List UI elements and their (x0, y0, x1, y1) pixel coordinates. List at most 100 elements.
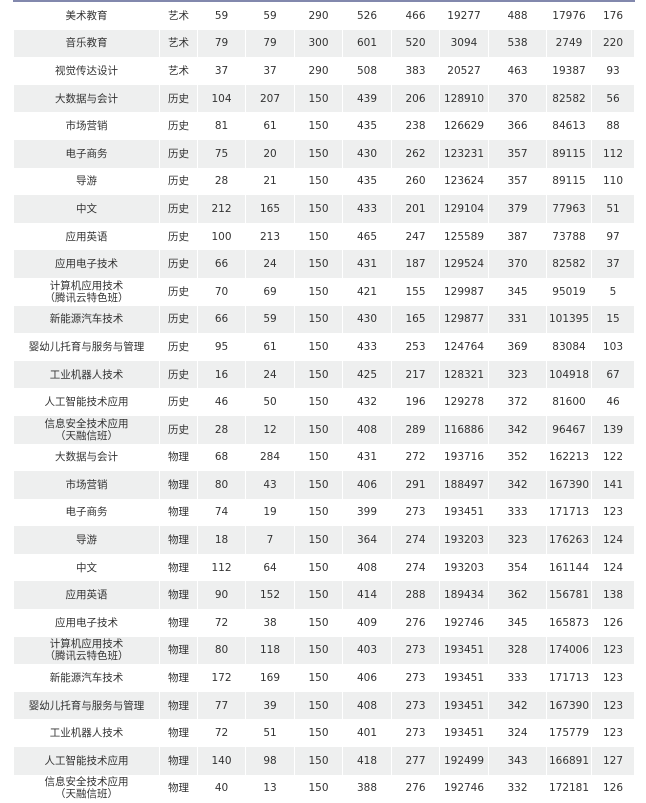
value-cell: 96467 (546, 415, 592, 444)
table-row: 中文 历史 212 165 150 433 201 129104 379 77963 51 (13, 195, 635, 223)
value-cell: 84613 (546, 112, 592, 140)
value-cell: 370 (488, 84, 547, 113)
major-name-cell: 新能源汽车技术 (13, 664, 160, 692)
value-cell: 126 (591, 609, 635, 637)
table-row: 导游 物理 18 7 150 364 274 193203 323 176263 124 (13, 526, 635, 554)
major-name-cell: 工业机器人技术 (13, 719, 160, 748)
value-cell: 81 (197, 112, 246, 140)
value-cell: 46 (197, 388, 246, 416)
value-cell: 538 (488, 29, 547, 58)
value-cell: 150 (294, 305, 343, 334)
value-cell: 432 (342, 388, 392, 416)
subject-category-cell: 艺术 (159, 57, 198, 85)
subject-category-cell: 物理 (159, 581, 198, 610)
value-cell: 323 (488, 360, 547, 389)
value-cell: 342 (488, 691, 547, 720)
value-cell: 64 (245, 553, 295, 582)
major-name-cell: 应用电子技术 (13, 250, 160, 278)
value-cell: 19277 (439, 1, 489, 30)
table-row: 导游 历史 28 21 150 435 260 123624 357 89115 110 (13, 167, 635, 196)
value-cell: 167390 (546, 471, 592, 499)
table-row: 计算机应用技术 （腾讯云特色班） 历史 70 69 150 421 155 129987 345… (13, 277, 635, 306)
major-name-cell: 大数据与会计 (13, 443, 160, 472)
value-cell: 217 (391, 360, 440, 389)
subject-category-cell: 物理 (159, 498, 198, 527)
table-body: 美术教育 艺术 59 59 290 526 466 19277 488 17976 176 音乐教育艺… (13, 1, 635, 803)
value-cell: 220 (591, 29, 635, 58)
value-cell: 332 (488, 774, 547, 803)
value-cell: 112 (197, 553, 246, 582)
table-row: 中文 物理 112 64 150 408 274 193203 354 161144 124 (13, 553, 635, 582)
table-row: 工业机器人技术 物理 72 51 150 401 273 193451 324 175779 123 (13, 719, 635, 748)
value-cell: 61 (245, 333, 295, 361)
value-cell: 379 (488, 195, 547, 223)
subject-category-cell: 物理 (159, 719, 198, 748)
value-cell: 20 (245, 139, 295, 168)
value-cell: 176 (591, 1, 635, 30)
major-name-cell: 计算机应用技术 （腾讯云特色班） (13, 277, 160, 306)
value-cell: 421 (342, 277, 392, 306)
value-cell: 409 (342, 609, 392, 637)
value-cell: 128321 (439, 360, 489, 389)
value-cell: 18 (197, 526, 246, 554)
value-cell: 129104 (439, 195, 489, 223)
value-cell: 150 (294, 222, 343, 251)
value-cell: 150 (294, 609, 343, 637)
value-cell: 187 (391, 250, 440, 278)
value-cell: 139 (591, 415, 635, 444)
value-cell: 43 (245, 471, 295, 499)
value-cell: 67 (591, 360, 635, 389)
value-cell: 192746 (439, 609, 489, 637)
value-cell: 169 (245, 664, 295, 692)
subject-category-cell: 历史 (159, 333, 198, 361)
value-cell: 150 (294, 139, 343, 168)
value-cell: 112 (591, 139, 635, 168)
table-row: 美术教育 艺术 59 59 290 526 466 19277 488 17976 176 (13, 1, 635, 30)
value-cell: 193451 (439, 664, 489, 692)
value-cell: 127 (591, 747, 635, 775)
value-cell: 406 (342, 471, 392, 499)
value-cell: 155 (391, 277, 440, 306)
subject-category-cell: 历史 (159, 415, 198, 444)
table-row: 大数据与会计 物理 68 284 150 431 272 193716 352 162213 122 (13, 443, 635, 472)
value-cell: 150 (294, 167, 343, 196)
value-cell: 508 (342, 57, 392, 85)
value-cell: 433 (342, 333, 392, 361)
value-cell: 435 (342, 112, 392, 140)
value-cell: 21 (245, 167, 295, 196)
value-cell: 273 (391, 498, 440, 527)
value-cell: 128910 (439, 84, 489, 113)
value-cell: 77963 (546, 195, 592, 223)
value-cell: 74 (197, 498, 246, 527)
value-cell: 70 (197, 277, 246, 306)
subject-category-cell: 历史 (159, 360, 198, 389)
value-cell: 80 (197, 471, 246, 499)
subject-category-cell: 历史 (159, 167, 198, 196)
value-cell: 123624 (439, 167, 489, 196)
value-cell: 61 (245, 112, 295, 140)
value-cell: 79 (197, 29, 246, 58)
value-cell: 366 (488, 112, 547, 140)
value-cell: 40 (197, 774, 246, 803)
major-name-cell: 中文 (13, 553, 160, 582)
subject-category-cell: 历史 (159, 195, 198, 223)
table-row: 电子商务 物理 74 19 150 399 273 193451 333 171713 123 (13, 498, 635, 527)
value-cell: 95019 (546, 277, 592, 306)
value-cell: 2749 (546, 29, 592, 58)
value-cell: 165873 (546, 609, 592, 637)
subject-category-cell: 历史 (159, 305, 198, 334)
value-cell: 150 (294, 415, 343, 444)
table-row: 工业机器人技术 历史 16 24 150 425 217 128321 323 104918 67 (13, 360, 635, 389)
value-cell: 152 (245, 581, 295, 610)
value-cell: 89115 (546, 167, 592, 196)
table-row: 视觉传达设计 艺术 37 37 290 508 383 20527 463 19387 93 (13, 57, 635, 85)
table-row: 应用英语 物理 90 152 150 414 288 189434 362 156781 138 (13, 581, 635, 610)
value-cell: 150 (294, 553, 343, 582)
value-cell: 150 (294, 112, 343, 140)
value-cell: 80 (197, 636, 246, 665)
table-row: 新能源汽车技术 历史 66 59 150 430 165 129877 331 101395 15 (13, 305, 635, 334)
value-cell: 520 (391, 29, 440, 58)
value-cell: 342 (488, 415, 547, 444)
table-row: 音乐教育 艺术 79 79 300 601 520 3094 538 2749 220 (13, 29, 635, 58)
value-cell: 403 (342, 636, 392, 665)
